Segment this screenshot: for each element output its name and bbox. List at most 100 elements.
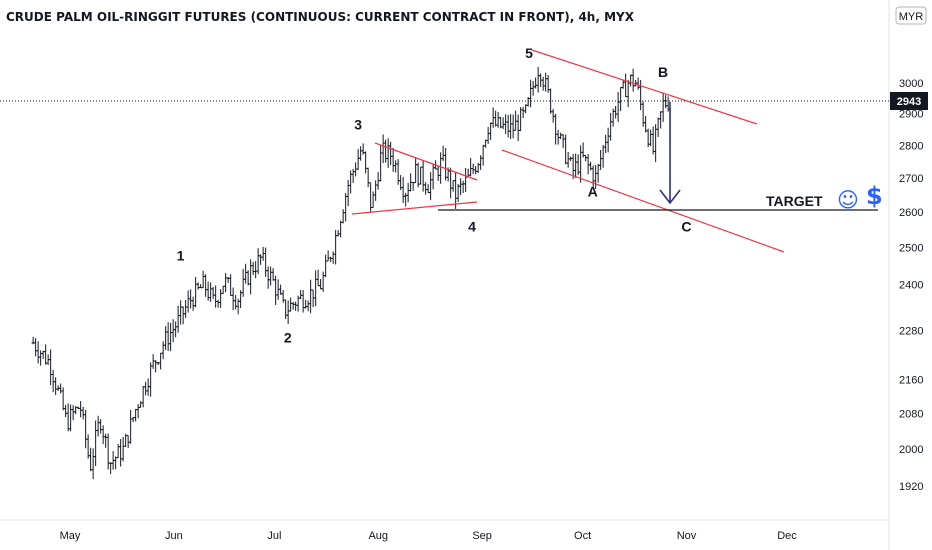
ohlc-bar bbox=[316, 269, 320, 287]
ohlc-bar bbox=[439, 152, 443, 184]
ohlc-bar bbox=[531, 81, 535, 96]
ohlc-bar bbox=[269, 266, 273, 286]
ohlc-bar bbox=[106, 433, 110, 470]
ohlc-bar bbox=[244, 263, 248, 284]
ohlc-bar bbox=[389, 141, 393, 165]
ohlc-bar bbox=[606, 127, 610, 153]
ohlc-bar bbox=[504, 114, 508, 134]
ohlc-bar bbox=[481, 144, 485, 166]
ohlc-bar bbox=[321, 271, 325, 292]
ohlc-bar bbox=[154, 360, 158, 373]
ohlc-bar bbox=[596, 163, 600, 183]
ohlc-bar bbox=[249, 259, 253, 295]
ohlc-bar bbox=[64, 404, 68, 418]
triangle-upper-line bbox=[374, 142, 478, 181]
ohlc-bar bbox=[34, 338, 38, 357]
ohlc-bar bbox=[624, 73, 628, 98]
ohlc-bar bbox=[379, 144, 383, 182]
ohlc-bar bbox=[616, 91, 620, 123]
ohlc-bar bbox=[604, 134, 608, 153]
y-tick-label: 2280 bbox=[899, 326, 923, 338]
ohlc-bar bbox=[71, 405, 75, 421]
ohlc-bar bbox=[311, 289, 315, 308]
channel-upper-line bbox=[531, 49, 758, 125]
ohlc-bar bbox=[384, 139, 388, 163]
ohlc-bar bbox=[509, 114, 513, 140]
ohlc-bar bbox=[631, 68, 635, 92]
ohlc-bar bbox=[274, 275, 278, 305]
ohlc-bar bbox=[386, 138, 390, 168]
ohlc-bar bbox=[281, 290, 285, 303]
y-tick-label: 2400 bbox=[899, 279, 923, 291]
ohlc-bar bbox=[529, 79, 533, 108]
ohlc-bar bbox=[421, 161, 425, 192]
ohlc-bar bbox=[426, 184, 430, 194]
ohlc-bar bbox=[359, 146, 363, 161]
x-tick-label: Aug bbox=[368, 530, 388, 542]
wave-label: 4 bbox=[468, 218, 476, 234]
ohlc-bar bbox=[231, 287, 235, 311]
ohlc-bar bbox=[424, 182, 428, 195]
ohlc-bar bbox=[326, 250, 330, 262]
ohlc-bar bbox=[334, 229, 338, 265]
wave-label: A bbox=[588, 184, 598, 200]
y-axis[interactable]: MYR 1920 2000 2080 2160 2280 2400 2500 2600 2700… bbox=[888, 0, 927, 550]
wave-label: 1 bbox=[177, 247, 185, 263]
x-axis[interactable]: May Jun Jul Aug Sep Oct Nov Dec bbox=[0, 519, 889, 542]
ohlc-bar bbox=[344, 193, 348, 222]
x-tick-label: Dec bbox=[777, 530, 797, 542]
ohlc-bar bbox=[346, 179, 350, 207]
ohlc-bar bbox=[49, 349, 53, 386]
x-tick-label: Jul bbox=[267, 530, 281, 542]
ohlc-bar bbox=[96, 415, 100, 437]
ohlc-bar bbox=[356, 148, 360, 171]
ohlc-bar bbox=[489, 122, 493, 140]
ohlc-bar bbox=[394, 160, 398, 173]
ohlc-bar bbox=[306, 300, 310, 312]
y-tick-label: 1920 bbox=[899, 481, 923, 493]
ohlc-bar bbox=[119, 439, 123, 467]
ohlc-bar bbox=[371, 191, 375, 208]
ohlc-bar bbox=[474, 166, 478, 175]
ohlc-bar bbox=[234, 295, 238, 310]
ohlc-bar bbox=[224, 273, 228, 293]
ohlc-bar bbox=[444, 148, 448, 181]
ohlc-bar bbox=[486, 126, 490, 144]
ohlc-bar bbox=[139, 401, 143, 408]
ohlc-bar bbox=[61, 387, 65, 411]
wave-label: B bbox=[658, 64, 668, 80]
ohlc-bar bbox=[191, 296, 195, 311]
currency-badge[interactable] bbox=[895, 6, 927, 25]
ohlc-bar bbox=[406, 182, 410, 203]
ohlc-bar bbox=[89, 447, 93, 472]
ohlc-bar bbox=[329, 256, 333, 263]
ohlc-bar bbox=[251, 261, 255, 275]
ohlc-bar bbox=[259, 254, 263, 265]
ohlc-bar bbox=[621, 80, 625, 89]
ohlc-bar bbox=[364, 151, 368, 174]
ohlc-bar bbox=[271, 268, 275, 281]
y-tick-label: 2700 bbox=[899, 173, 923, 185]
ohlc-bar bbox=[159, 352, 163, 370]
wave-label: 3 bbox=[354, 116, 362, 132]
x-tick-label: Nov bbox=[677, 530, 697, 542]
y-tick-label: 3000 bbox=[899, 78, 923, 90]
ohlc-bar bbox=[471, 163, 475, 175]
ohlc-bar bbox=[171, 319, 175, 343]
ohlc-bar bbox=[339, 220, 343, 238]
ohlc-bar bbox=[374, 180, 378, 201]
y-tick-label: 2600 bbox=[899, 207, 923, 219]
target-label: TARGET bbox=[766, 193, 823, 209]
ohlc-bar bbox=[116, 443, 120, 459]
x-tick-label: Jun bbox=[165, 530, 183, 542]
ohlc-bar bbox=[661, 92, 665, 122]
y-tick-label: 2500 bbox=[899, 243, 923, 255]
ohlc-bar bbox=[301, 290, 305, 313]
ohlc-bar bbox=[654, 124, 658, 163]
ohlc-bar bbox=[541, 76, 545, 91]
ohlc-bar bbox=[659, 111, 663, 129]
x-tick-label: Sep bbox=[472, 530, 492, 542]
ohlc-bar bbox=[39, 350, 43, 366]
chart-title: CRUDE PALM OIL-RINGGIT FUTURES (CONTINUO… bbox=[6, 10, 635, 24]
